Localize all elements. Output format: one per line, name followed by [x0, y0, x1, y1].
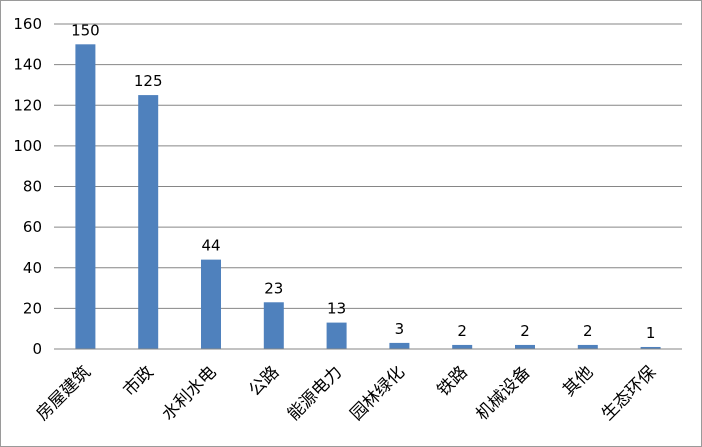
y-tick-label: 120 [13, 96, 42, 114]
data-label-9: 1 [646, 324, 656, 342]
data-label-2: 44 [201, 237, 220, 255]
bar-6 [452, 344, 473, 349]
bar-5 [389, 342, 410, 349]
category-label-3: 公路 [245, 362, 283, 400]
bar-4 [326, 322, 347, 349]
bar-0 [75, 44, 96, 349]
category-label-9: 生态环保 [598, 362, 660, 424]
category-label-0: 房屋建筑 [33, 362, 95, 424]
y-tick-label: 0 [32, 340, 42, 358]
category-label-7: 机械设备 [472, 362, 534, 424]
data-labels: 150 125 44 23 13 3 2 2 2 1 [71, 21, 655, 342]
x-axis-category-labels: 房屋建筑 市政 水利水电 公路 能源电力 园林绿化 铁路 机械设备 其他 生态环保 [33, 362, 660, 424]
data-label-8: 2 [583, 322, 593, 340]
data-label-1: 125 [134, 72, 163, 90]
bar-8 [577, 344, 598, 349]
y-tick-label: 80 [23, 178, 42, 196]
gridlines [54, 23, 682, 309]
data-label-3: 23 [264, 279, 283, 297]
category-label-4: 能源电力 [284, 362, 346, 424]
category-label-5: 园林绿化 [347, 362, 409, 424]
data-label-6: 2 [457, 322, 467, 340]
category-label-6: 铁路 [434, 362, 472, 400]
y-tick-label: 20 [23, 299, 42, 317]
data-label-0: 150 [71, 21, 100, 39]
y-tick-label: 140 [13, 56, 42, 74]
category-label-8: 其他 [559, 362, 597, 400]
bar-7 [515, 344, 535, 349]
data-label-7: 2 [520, 322, 530, 340]
bar-3 [263, 302, 284, 349]
y-tick-label: 40 [23, 259, 42, 277]
bar-2 [201, 259, 221, 349]
y-axis-tick-labels: 0 20 40 60 80 100 120 140 160 [13, 15, 42, 358]
y-tick-label: 100 [13, 137, 42, 155]
data-label-4: 13 [327, 300, 346, 318]
bar-1 [138, 95, 159, 349]
category-label-1: 市政 [120, 362, 158, 400]
bars [75, 44, 661, 349]
data-label-5: 3 [395, 320, 405, 338]
y-tick-label: 160 [13, 15, 42, 33]
category-label-2: 水利水电 [158, 362, 220, 424]
bar-9 [640, 346, 661, 349]
y-tick-label: 60 [23, 218, 42, 236]
